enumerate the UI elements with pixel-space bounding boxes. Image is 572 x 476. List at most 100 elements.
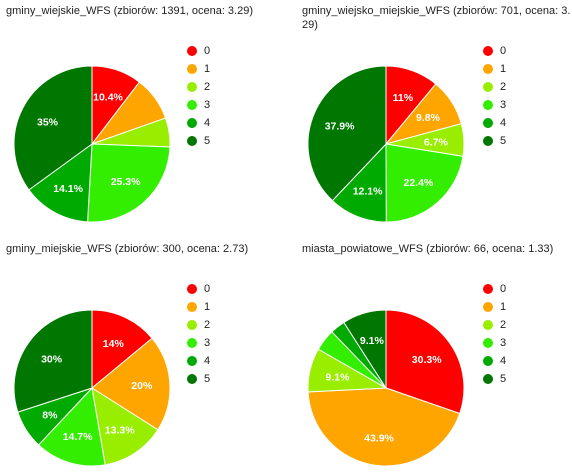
pie-chart: 30.3% 43.9% 9.1% 9.1%: [307, 309, 465, 467]
legend-swatch: [483, 284, 493, 294]
legend-swatch: [187, 64, 197, 74]
legend-label: 1: [500, 301, 507, 313]
slice-label-5: 35%: [37, 116, 59, 128]
legend-swatch: [187, 100, 197, 110]
legend-swatch: [187, 46, 197, 56]
legend-swatch: [483, 320, 493, 330]
legend-swatch: [483, 118, 493, 128]
legend-label: 1: [204, 301, 211, 313]
legend-item-2: 2: [483, 78, 506, 96]
pie-slice-4: [331, 142, 387, 223]
legend-swatch: [187, 320, 197, 330]
pie-slice-1: [307, 387, 461, 467]
legend-label: 2: [204, 319, 211, 331]
pie-slice-3: [37, 386, 106, 467]
pie-slice-3: [385, 143, 464, 223]
slice-label-1: 43.9%: [364, 432, 394, 444]
legend-item-4: 4: [483, 352, 506, 370]
chart-title: gminy_wiejskie_WFS (zbiorów: 1391, ocena…: [6, 5, 254, 17]
legend-swatch: [187, 302, 197, 312]
legend-item-5: 5: [483, 132, 506, 150]
slice-label-3: 22.4%: [404, 177, 434, 189]
legend-swatch: [187, 374, 197, 384]
slice-label-2: 9.1%: [326, 371, 351, 383]
slice-label-1: 20%: [131, 380, 153, 392]
pie-chart-panel-miasta-powiatowe: miasta_powiatowe_WFS (zbiorów: 66, ocena…: [296, 238, 572, 476]
legend: 0 1 2 3 4 5: [483, 42, 506, 150]
legend-swatch: [187, 118, 197, 128]
chart-title: miasta_powiatowe_WFS (zbiorów: 66, ocena…: [302, 243, 554, 255]
pie-chart: 11%9.8% 6.7% 22.4% 12.1% 37.9%: [307, 65, 465, 223]
legend-swatch: [187, 284, 197, 294]
pie-slice-0: [385, 309, 465, 415]
slice-label-4: 12.1%: [353, 185, 383, 197]
pie-slice-1: [91, 337, 171, 431]
legend-item-3: 3: [187, 334, 210, 352]
legend-item-4: 4: [187, 114, 210, 132]
legend-label: 3: [204, 99, 211, 111]
legend-item-1: 1: [187, 298, 210, 316]
legend-item-4: 4: [483, 114, 506, 132]
legend-item-1: 1: [187, 60, 210, 78]
legend-label: 3: [500, 99, 507, 111]
legend-item-3: 3: [187, 96, 210, 114]
slice-label-5: 37.9%: [325, 121, 355, 133]
pie-slice-0: [91, 309, 153, 390]
legend-item-5: 5: [483, 370, 506, 388]
pie-chart-panel-gminy-wiejskie: gminy_wiejskie_WFS (zbiorów: 1391, ocena…: [0, 0, 286, 238]
legend-label: 5: [500, 135, 507, 147]
legend: 0 1 2 3 4 5: [187, 280, 210, 388]
legend-item-2: 2: [187, 78, 210, 96]
legend-label: 4: [204, 117, 211, 129]
pie-slice-5: [343, 309, 387, 390]
chart-title: gminy_miejskie_WFS (zbiorów: 300, ocena:…: [6, 243, 249, 255]
legend-swatch: [187, 356, 197, 366]
legend-item-2: 2: [483, 316, 506, 334]
legend-item-4: 4: [187, 352, 210, 370]
legend-label: 0: [500, 45, 507, 57]
legend-label: 5: [500, 373, 507, 385]
slice-label-0: 30.3%: [412, 354, 442, 366]
pie-slice-5: [307, 65, 387, 202]
slice-label-2: 6.7%: [424, 136, 449, 148]
legend-swatch: [483, 136, 493, 146]
legend-item-5: 5: [187, 132, 210, 150]
legend-label: 0: [204, 45, 211, 57]
legend-item-1: 1: [483, 60, 506, 78]
slice-label-0: 14%: [103, 338, 125, 350]
slice-label-3: 14.7%: [63, 431, 93, 443]
legend-swatch: [187, 338, 197, 348]
legend-label: 1: [204, 63, 211, 75]
legend-label: 5: [204, 135, 211, 147]
legend-swatch: [187, 136, 197, 146]
legend-label: 3: [204, 337, 211, 349]
legend-label: 1: [500, 63, 507, 75]
legend-item-5: 5: [187, 370, 210, 388]
pie-chart: 10.4% 25.3% 14.1% 35%: [13, 65, 171, 223]
pie-slice-5: [13, 65, 93, 191]
legend-label: 2: [204, 81, 211, 93]
slice-label-1: 9.8%: [416, 112, 441, 124]
legend-item-1: 1: [483, 298, 506, 316]
legend-item-2: 2: [187, 316, 210, 334]
legend-item-0: 0: [483, 280, 506, 298]
pie-chart: 14% 20% 13.3% 14.7% 8% 30%: [13, 309, 171, 467]
pie-slice-2: [91, 386, 159, 466]
legend-item-3: 3: [483, 334, 506, 352]
slice-label-0: 10.4%: [93, 92, 123, 104]
slice-label-4: 8%: [42, 410, 58, 422]
chart-title: gminy_wiejsko_miejskie_WFS (zbiorów: 701…: [302, 5, 571, 31]
pie-slice-3: [87, 143, 171, 223]
legend-swatch: [187, 82, 197, 92]
slice-label-5: 9.1%: [360, 335, 385, 347]
legend-swatch: [483, 100, 493, 110]
legend-swatch: [483, 46, 493, 56]
pie-slice-4: [28, 142, 93, 223]
legend-label: 4: [500, 355, 507, 367]
legend-item-0: 0: [483, 42, 506, 60]
legend-label: 0: [500, 283, 507, 295]
legend-label: 0: [204, 283, 211, 295]
legend-label: 3: [500, 337, 507, 349]
legend-item-0: 0: [187, 42, 210, 60]
legend-label: 2: [500, 319, 507, 331]
